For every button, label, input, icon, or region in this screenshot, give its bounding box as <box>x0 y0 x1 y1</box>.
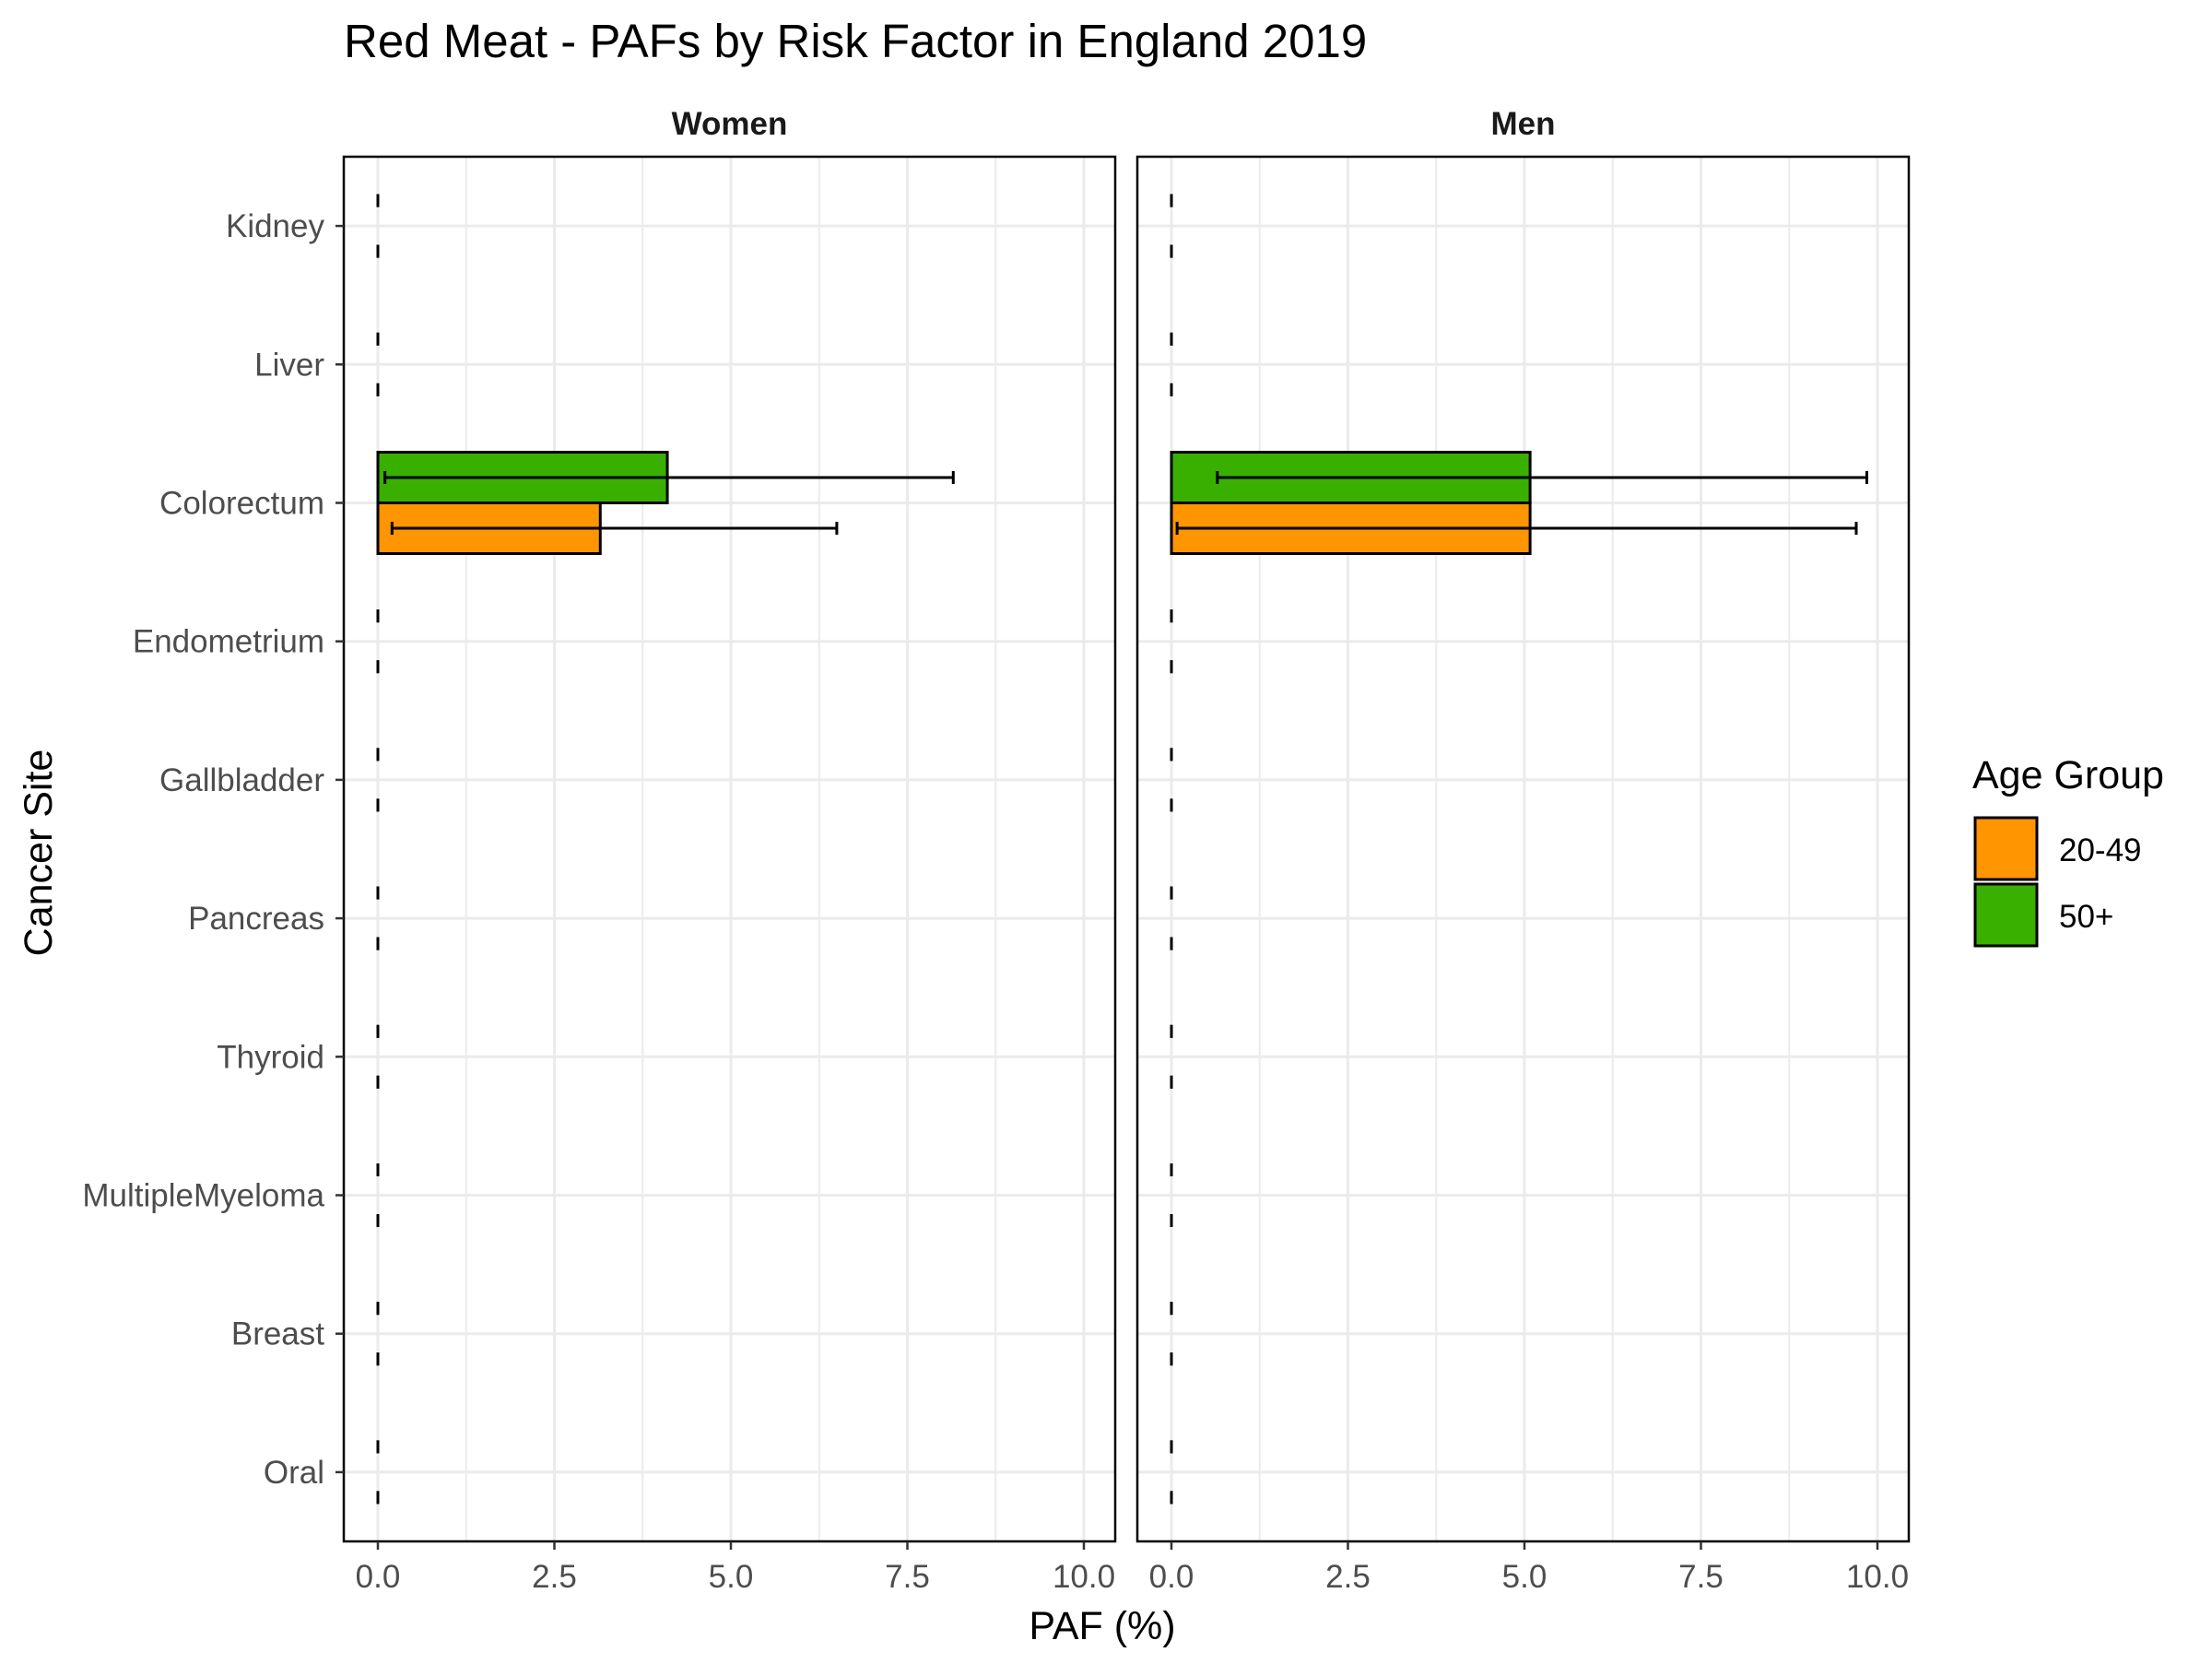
y-tick-label: Endometrium <box>133 624 324 660</box>
y-tick-label: Liver <box>254 347 324 383</box>
legend-title: Age Group <box>1972 753 2164 797</box>
x-tick-label: 2.5 <box>1325 1559 1371 1595</box>
y-tick-label: Thyroid <box>217 1039 324 1075</box>
x-tick-label: 10.0 <box>1053 1559 1115 1595</box>
y-tick-label: Gallbladder <box>159 762 324 798</box>
legend-label: 50+ <box>2059 899 2113 935</box>
y-tick-label: Pancreas <box>188 901 324 937</box>
y-tick-label: Kidney <box>226 208 325 244</box>
panel-border <box>1135 155 1911 1543</box>
y-tick-label: Colorectum <box>159 486 324 522</box>
legend-key-50+ <box>1973 882 2039 948</box>
y-tick-labels: Kidney Liver Colorectum Endometrium Gallblad… <box>82 208 344 1491</box>
legend-key-20-49 <box>1973 816 2039 881</box>
y-tick-label: Oral <box>264 1455 324 1491</box>
x-tick-label: 2.5 <box>532 1559 577 1595</box>
x-tick-label: 0.0 <box>356 1559 401 1595</box>
facet-strip-label: Men <box>1491 106 1556 142</box>
x-tick-label: 5.0 <box>709 1559 754 1595</box>
panel-border <box>342 155 1117 1543</box>
facet-men: Men 0.0 2.5 5.0 7.5 10.0 <box>1135 106 1911 1595</box>
x-tick-label: 7.5 <box>885 1559 930 1595</box>
facet-women: Women 0.0 2.5 5.0 7.5 10.0 <box>342 106 1117 1595</box>
x-tick-label: 5.0 <box>1502 1559 1547 1595</box>
facet-panels: Women 0.0 2.5 5.0 7.5 10.0 Men 0.0 2.5 5.0 7.5 10.0 <box>342 106 1911 1595</box>
y-axis-title: Cancer Site <box>17 749 61 957</box>
facet-strip-label: Women <box>672 106 788 142</box>
x-axis-title: PAF (%) <box>1029 1604 1175 1648</box>
x-tick-label: 0.0 <box>1149 1559 1194 1595</box>
legend: Age Group 20-49 50+ <box>1972 753 2164 948</box>
x-tick-label: 10.0 <box>1846 1559 1909 1595</box>
chart-title: Red Meat - PAFs by Risk Factor in Englan… <box>344 15 1367 67</box>
x-tick-label: 7.5 <box>1678 1559 1724 1595</box>
y-tick-label: Breast <box>231 1316 324 1352</box>
legend-label: 20-49 <box>2059 832 2142 868</box>
y-tick-label: MultipleMyeloma <box>82 1178 324 1214</box>
